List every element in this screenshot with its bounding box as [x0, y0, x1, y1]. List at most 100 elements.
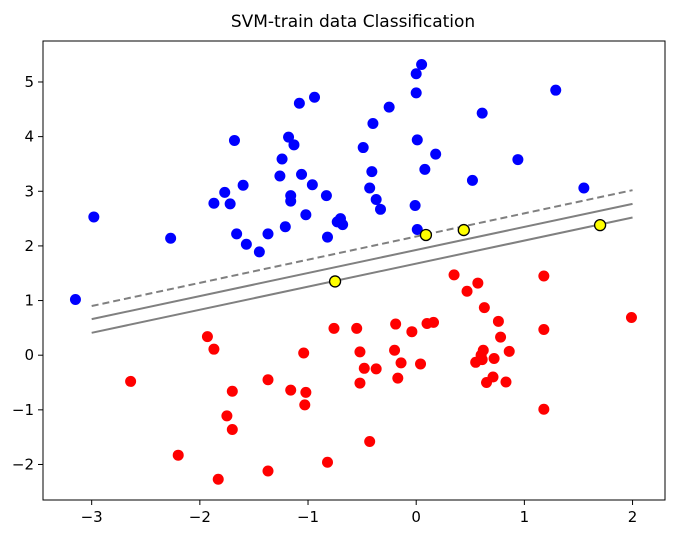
- support-vector-point: [593, 218, 607, 232]
- data-point-blue: [288, 139, 300, 151]
- data-point-blue: [419, 163, 431, 175]
- data-point-blue: [231, 228, 243, 240]
- data-point-blue: [512, 154, 524, 166]
- data-point-blue: [357, 142, 369, 154]
- margin-line-dashed: [91, 189, 633, 307]
- decision-line-1: [91, 202, 633, 321]
- data-point-red: [221, 410, 233, 422]
- support-vector-point: [419, 228, 433, 242]
- data-point-red: [492, 315, 504, 327]
- data-point-blue: [240, 238, 252, 250]
- data-point-blue: [550, 84, 562, 96]
- data-point-red: [262, 465, 274, 477]
- data-point-red: [448, 269, 460, 281]
- plot-area: −3 −2 −1 0 1 2 −2 −1 0 1 2 3 4 5: [12, 40, 666, 526]
- data-point-red: [370, 363, 382, 375]
- data-point-red: [262, 374, 274, 386]
- data-point-blue: [364, 182, 376, 194]
- data-point-blue: [253, 246, 265, 258]
- y-tick-label: −1: [12, 401, 34, 419]
- decision-line-2: [91, 216, 633, 334]
- data-point-blue: [279, 221, 291, 233]
- data-point-red: [300, 386, 312, 398]
- data-point-red: [354, 377, 366, 389]
- data-point-red: [538, 270, 550, 282]
- data-point-red: [395, 357, 407, 369]
- data-point-red: [354, 346, 366, 358]
- data-point-blue: [383, 101, 395, 113]
- data-point-red: [625, 311, 637, 323]
- data-point-blue: [309, 91, 321, 103]
- data-point-blue: [237, 179, 249, 191]
- data-point-red: [495, 331, 507, 343]
- data-point-blue: [208, 197, 220, 209]
- data-point-red: [321, 456, 333, 468]
- y-tick-label: 5: [24, 73, 34, 91]
- y-tick-label: 4: [24, 128, 34, 146]
- data-point-blue: [370, 193, 382, 205]
- data-point-red: [299, 399, 311, 411]
- data-point-blue: [410, 87, 422, 99]
- support-vector-point: [328, 275, 342, 288]
- y-tick-label: −2: [12, 455, 34, 473]
- data-point-red: [538, 324, 550, 336]
- data-point-blue: [321, 231, 333, 243]
- data-point-red: [201, 331, 213, 343]
- data-point-blue: [274, 170, 286, 182]
- x-tick-label: 0: [411, 508, 421, 526]
- data-point-red: [478, 302, 490, 314]
- data-point-blue: [276, 153, 288, 165]
- data-point-red: [476, 354, 488, 366]
- y-tick-label: 1: [24, 292, 34, 310]
- x-tick-label: −1: [297, 508, 319, 526]
- data-point-red: [389, 344, 401, 356]
- data-point-blue: [224, 198, 236, 210]
- data-point-red: [285, 384, 297, 396]
- data-point-blue: [375, 203, 387, 215]
- data-point-red: [428, 316, 440, 328]
- data-point-blue: [262, 228, 274, 240]
- data-point-blue: [366, 166, 378, 178]
- data-point-blue: [410, 68, 422, 80]
- data-point-red: [472, 277, 484, 289]
- data-point-blue: [416, 58, 428, 70]
- data-point-red: [358, 362, 370, 374]
- data-point-blue: [283, 131, 295, 143]
- x-tick-label: −3: [81, 508, 103, 526]
- data-point-red: [503, 345, 515, 357]
- data-point-blue: [88, 211, 100, 223]
- data-point-blue: [165, 232, 177, 244]
- data-point-blue: [293, 97, 305, 109]
- data-point-red: [172, 449, 184, 461]
- data-point-blue: [306, 179, 318, 191]
- data-point-red: [487, 371, 499, 383]
- data-point-red: [390, 318, 402, 330]
- data-point-red: [364, 436, 376, 448]
- y-tick-label: 2: [24, 237, 34, 255]
- data-point-red: [226, 424, 238, 436]
- y-tick-label: 3: [24, 182, 34, 200]
- data-point-blue: [411, 224, 423, 236]
- data-point-blue: [409, 199, 421, 211]
- data-point-red: [477, 344, 489, 356]
- data-point-blue: [430, 148, 442, 160]
- data-point-blue: [285, 195, 297, 207]
- data-point-blue: [219, 186, 231, 198]
- x-tick-label: −2: [189, 508, 211, 526]
- x-tick-label: 1: [520, 508, 530, 526]
- data-point-red: [351, 322, 363, 334]
- data-point-red: [415, 358, 427, 370]
- data-point-blue: [296, 168, 308, 180]
- data-point-blue: [476, 107, 488, 119]
- data-point-blue: [320, 190, 332, 202]
- data-point-blue: [466, 174, 478, 186]
- data-point-red: [226, 385, 238, 397]
- chart-title: SVM-train data Classification: [231, 12, 475, 32]
- data-point-red: [212, 473, 224, 485]
- data-point-red: [208, 343, 220, 355]
- data-point-red: [500, 376, 512, 388]
- data-point-red: [328, 322, 340, 334]
- data-point-red: [488, 352, 500, 364]
